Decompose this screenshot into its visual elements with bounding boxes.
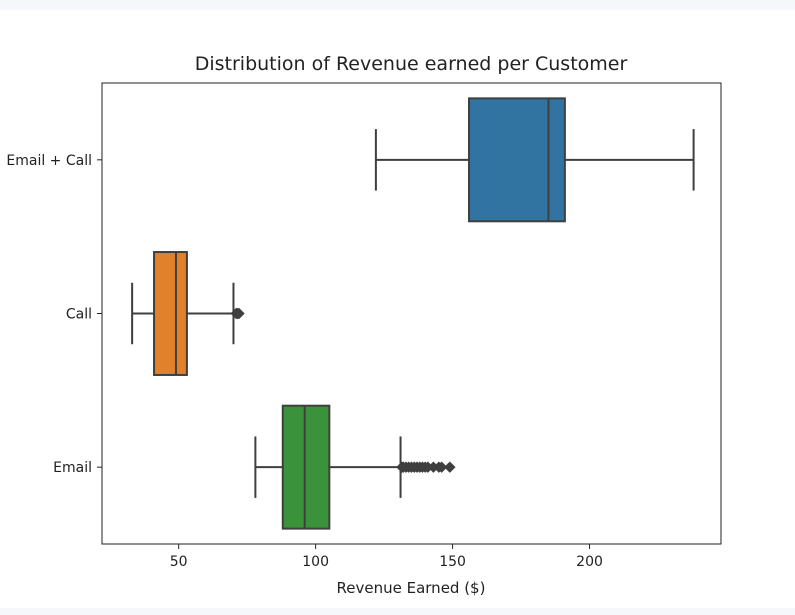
box-iqr <box>153 251 188 376</box>
x-tick-label: 50 <box>170 554 188 570</box>
box-iqr <box>281 404 331 530</box>
y-tick-label: Email <box>53 460 92 476</box>
chart-title: Distribution of Revenue earned per Custo… <box>195 53 628 75</box>
outlier-point <box>435 461 448 473</box>
outlier-point <box>444 461 456 473</box>
x-tick-label: 200 <box>576 554 603 570</box>
outlier-point <box>233 307 245 320</box>
x-tick-label: 100 <box>302 554 329 570</box>
y-tick-label: Call <box>66 307 92 323</box>
box-iqr <box>468 97 566 223</box>
boxplot-chart: Distribution of Revenue earned per Custo… <box>6 53 722 597</box>
x-axis-label: Revenue Earned ($) <box>337 579 486 597</box>
chart-frame: Distribution of Revenue earned per Custo… <box>0 10 795 608</box>
y-tick-label: Email + Call <box>6 153 92 169</box>
plot-area: 50 100 150 200 Email + Call Call Email <box>6 82 722 570</box>
x-tick-label: 150 <box>439 554 466 570</box>
